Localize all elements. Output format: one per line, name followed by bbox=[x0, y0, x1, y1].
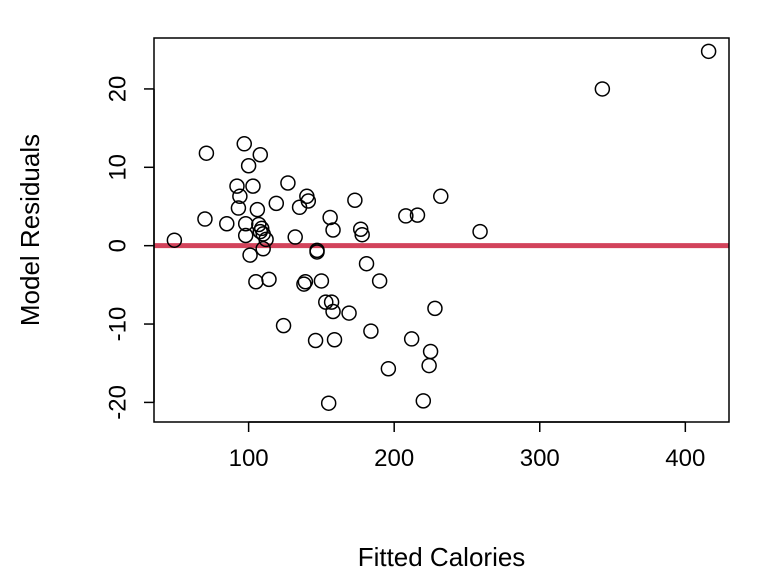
data-point bbox=[237, 227, 254, 244]
x-axis-label: Fitted Calories bbox=[358, 542, 526, 572]
data-point bbox=[296, 276, 312, 292]
points-layer bbox=[166, 43, 717, 411]
data-point bbox=[325, 303, 341, 320]
data-point bbox=[230, 200, 247, 216]
data-point bbox=[297, 273, 314, 290]
data-point bbox=[232, 188, 248, 205]
data-point bbox=[380, 360, 397, 377]
data-point bbox=[415, 393, 432, 409]
y-tick-label: -20 bbox=[105, 385, 132, 420]
data-point bbox=[403, 331, 420, 347]
data-point bbox=[422, 343, 439, 360]
data-point bbox=[166, 232, 183, 248]
data-point bbox=[300, 193, 317, 209]
y-tick-label: -10 bbox=[105, 307, 132, 342]
data-point bbox=[245, 178, 261, 194]
data-point bbox=[236, 136, 253, 152]
x-tick-label: 100 bbox=[229, 445, 269, 472]
data-point bbox=[347, 192, 363, 208]
data-point bbox=[248, 273, 264, 290]
data-point bbox=[427, 300, 443, 317]
data-point bbox=[237, 215, 254, 232]
data-point bbox=[594, 81, 611, 97]
data-point bbox=[242, 247, 258, 263]
data-point bbox=[409, 207, 426, 223]
data-point bbox=[323, 294, 340, 310]
data-point bbox=[325, 222, 341, 238]
data-point bbox=[421, 357, 437, 374]
x-tick-label: 400 bbox=[665, 445, 705, 472]
data-point bbox=[363, 323, 379, 339]
data-point bbox=[197, 211, 213, 227]
data-point bbox=[341, 305, 357, 321]
data-point bbox=[229, 178, 245, 194]
data-point bbox=[313, 273, 330, 289]
data-point bbox=[322, 209, 338, 226]
data-point bbox=[261, 271, 277, 288]
data-point bbox=[287, 229, 303, 245]
data-point bbox=[258, 231, 274, 248]
data-point bbox=[240, 157, 257, 174]
y-tick-label: 0 bbox=[105, 239, 132, 252]
data-point bbox=[280, 175, 296, 191]
y-tick-label: 10 bbox=[105, 154, 132, 181]
x-axis: 100 200 300 400 bbox=[229, 421, 705, 472]
y-axis-label: Model Residuals bbox=[15, 134, 45, 326]
data-point bbox=[198, 145, 215, 161]
data-point bbox=[433, 188, 449, 205]
data-point bbox=[309, 244, 325, 260]
data-point bbox=[326, 331, 343, 348]
data-point bbox=[255, 241, 271, 257]
x-tick-label: 200 bbox=[374, 445, 414, 472]
data-point bbox=[352, 221, 369, 237]
data-point bbox=[472, 223, 488, 240]
data-point bbox=[275, 317, 292, 334]
data-point bbox=[320, 395, 337, 411]
data-point bbox=[358, 255, 375, 272]
data-point bbox=[251, 216, 267, 233]
data-point bbox=[398, 208, 414, 224]
data-point bbox=[219, 215, 235, 232]
x-tick-label: 300 bbox=[520, 445, 560, 472]
data-point bbox=[354, 226, 370, 243]
data-point bbox=[268, 195, 285, 212]
data-point bbox=[700, 43, 717, 60]
data-point bbox=[307, 332, 324, 349]
data-point bbox=[371, 273, 388, 289]
data-point bbox=[252, 147, 269, 163]
y-axis: -20 -10 0 10 20 bbox=[105, 76, 155, 420]
data-point bbox=[249, 201, 266, 218]
data-point bbox=[253, 220, 270, 237]
y-tick-label: 20 bbox=[105, 76, 132, 103]
